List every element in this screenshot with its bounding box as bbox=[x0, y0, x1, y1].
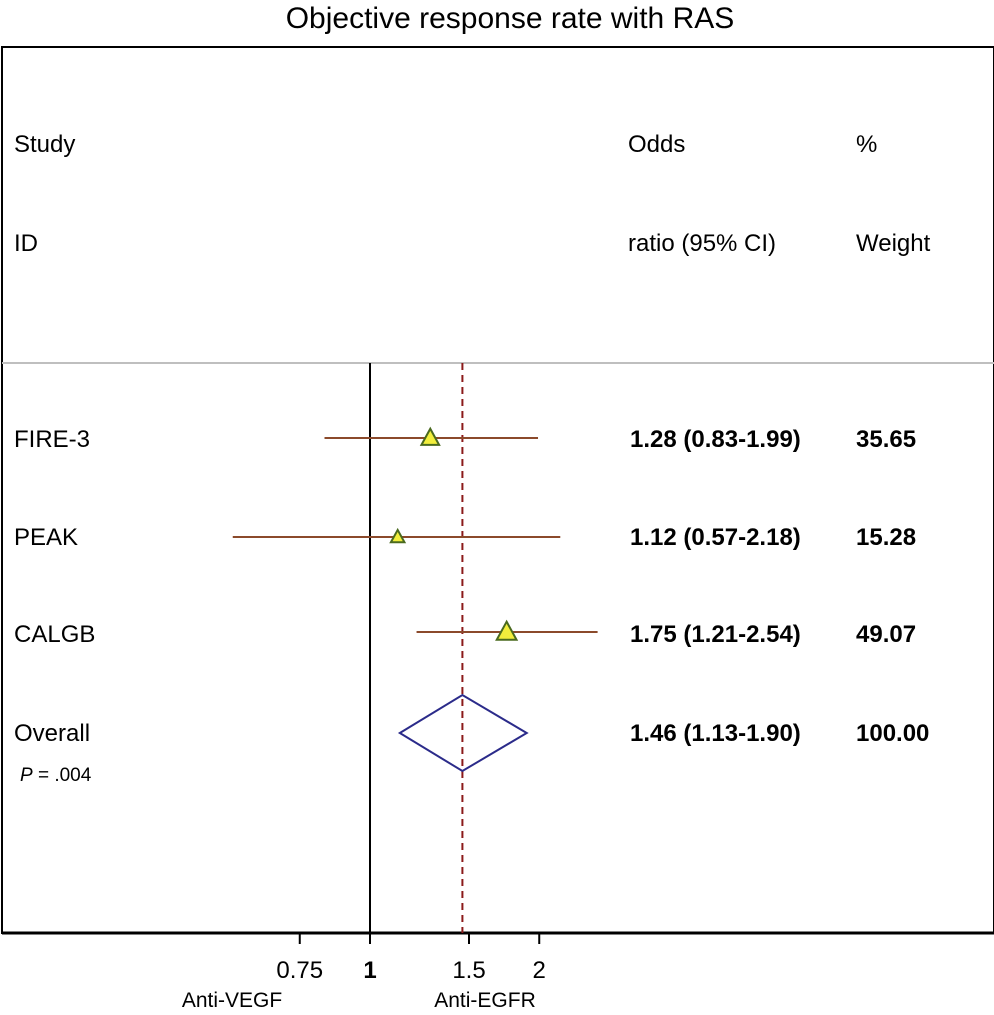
x-tick-label: 1.5 bbox=[452, 957, 485, 984]
overall-weight: 100.00 bbox=[856, 720, 929, 747]
header-odds: Odds bbox=[628, 131, 685, 158]
study-id-calgb: CALGB bbox=[14, 621, 95, 648]
header-weight: Weight bbox=[856, 230, 931, 257]
header-id: ID bbox=[14, 230, 38, 257]
study-row: FIRE-3 1.28 (0.83-1.99) 35.65 bbox=[14, 426, 916, 453]
study-id-peak: PEAK bbox=[14, 524, 78, 551]
header-ratio-ci: ratio (95% CI) bbox=[628, 230, 776, 257]
overall-or-text: 1.46 (1.13-1.90) bbox=[630, 720, 801, 747]
study-row: PEAK 1.12 (0.57-2.18) 15.28 bbox=[14, 524, 916, 551]
study-row: CALGB 1.75 (1.21-2.54) 49.07 bbox=[14, 619, 916, 648]
study-id-fire3: FIRE-3 bbox=[14, 426, 90, 453]
plot-frame bbox=[1, 46, 994, 934]
weight-peak: 15.28 bbox=[856, 524, 916, 551]
x-tick-label: 2 bbox=[533, 957, 546, 984]
weight-fire3: 35.65 bbox=[856, 426, 916, 453]
overall-label: Overall bbox=[14, 720, 90, 747]
p-value-label: P = .004 bbox=[20, 765, 92, 786]
header-percent: % bbox=[856, 131, 877, 158]
point-estimate-peak bbox=[389, 527, 407, 544]
weight-calgb: 49.07 bbox=[856, 621, 916, 648]
x-axis-ticks: 0.75 1 1.5 2 bbox=[276, 933, 546, 984]
header-study: Study bbox=[14, 131, 75, 158]
point-estimate-calgb bbox=[495, 619, 519, 641]
or-text-calgb: 1.75 (1.21-2.54) bbox=[630, 621, 801, 648]
right-favours-label: Anti-EGFR bbox=[434, 989, 536, 1012]
overall-row: Overall 1.46 (1.13-1.90) 100.00 bbox=[14, 693, 929, 773]
x-tick-label: 0.75 bbox=[276, 957, 323, 984]
overall-diamond bbox=[397, 693, 529, 773]
or-text-peak: 1.12 (0.57-2.18) bbox=[630, 524, 801, 551]
x-tick-label: 1 bbox=[363, 957, 376, 984]
point-estimate-fire3 bbox=[419, 426, 441, 446]
chart-title: Objective response rate with RAS bbox=[286, 2, 735, 35]
left-favours-label: Anti-VEGF bbox=[182, 989, 282, 1012]
or-text-fire3: 1.28 (0.83-1.99) bbox=[630, 426, 801, 453]
